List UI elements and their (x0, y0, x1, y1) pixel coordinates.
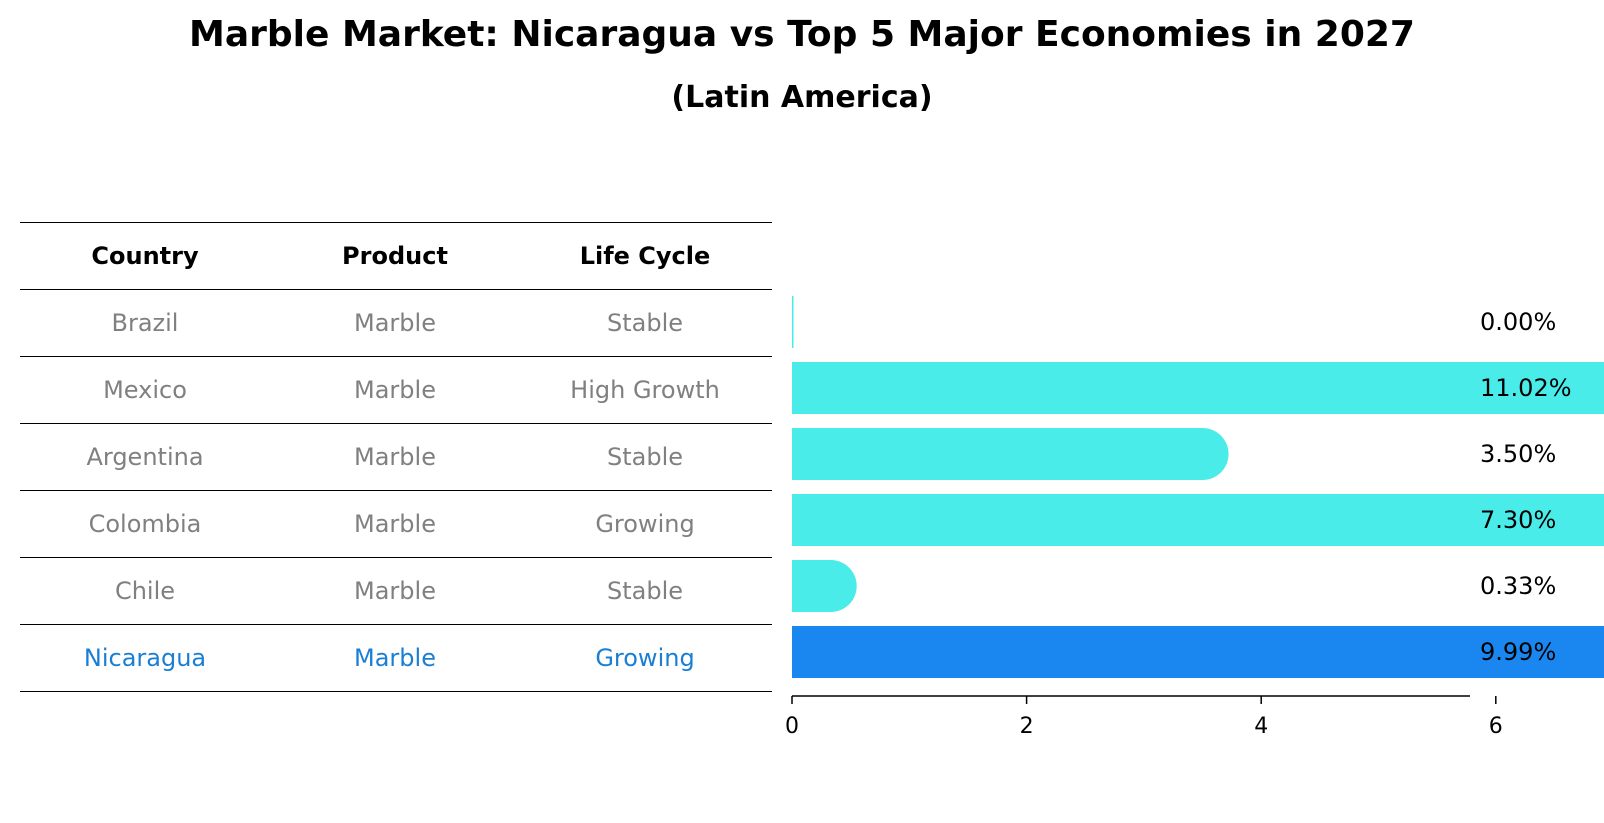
value-label: 11.02% (1480, 374, 1572, 402)
bar-nicaragua (792, 626, 1604, 678)
cell-life-cycle: Stable (606, 443, 684, 471)
table-row: Chile Marble Stable (20, 558, 772, 624)
cell-country: Argentina (86, 443, 204, 471)
cell-life-cycle: High Growth (570, 376, 720, 404)
x-tick-label: 0 (785, 714, 799, 739)
cell-product: Marble (354, 309, 436, 337)
data-table: Country Product Life Cycle Brazil Marble… (20, 222, 772, 692)
value-label: 9.99% (1480, 638, 1556, 666)
x-tick-label: 6 (1489, 714, 1503, 739)
x-tick-label: 4 (1254, 714, 1268, 739)
bar-argentina (792, 428, 1229, 480)
table-row: Colombia Marble Growing (20, 491, 772, 557)
bar-mexico (792, 362, 1604, 414)
cell-product: Marble (354, 510, 436, 538)
table-header-row: Country Product Life Cycle (20, 223, 772, 289)
table-rule (20, 624, 772, 625)
cell-country: Mexico (103, 376, 187, 404)
value-label: 7.30% (1480, 506, 1556, 534)
table-rule (20, 222, 772, 223)
table-rule (20, 289, 772, 290)
table-rule (20, 557, 772, 558)
cell-country: Chile (114, 577, 176, 605)
table-row: Argentina Marble Stable (20, 424, 772, 490)
cell-product: Marble (354, 443, 436, 471)
cell-product: Marble (354, 376, 436, 404)
header-country: Country (91, 242, 199, 270)
table-row: Brazil Marble Stable (20, 290, 772, 356)
value-label: 0.00% (1480, 308, 1556, 336)
cell-country: Brazil (111, 309, 179, 337)
cell-product: Marble (354, 644, 436, 672)
chart-title: Marble Market: Nicaragua vs Top 5 Major … (189, 14, 1415, 55)
bar-brazil (792, 296, 794, 348)
cell-life-cycle: Stable (606, 577, 684, 605)
table-rule (20, 490, 772, 491)
chart-subtitle: (Latin America) (671, 80, 933, 115)
cell-country: Colombia (88, 510, 202, 538)
table-rule (20, 423, 772, 424)
table-row-highlight: Nicaragua Marble Growing (20, 625, 772, 691)
cell-life-cycle: Stable (606, 309, 684, 337)
table-rule (20, 356, 772, 357)
cell-country: Nicaragua (83, 644, 207, 672)
bar-chile (792, 560, 857, 612)
cell-product: Marble (354, 577, 436, 605)
value-label: 3.50% (1480, 440, 1556, 468)
header-life-cycle: Life Cycle (579, 242, 711, 270)
value-label: 0.33% (1480, 572, 1556, 600)
header-product: Product (342, 242, 448, 270)
table-row: Mexico Marble High Growth (20, 357, 772, 423)
cell-life-cycle: Growing (595, 510, 695, 538)
cell-life-cycle: Growing (595, 644, 695, 672)
table-rule (20, 691, 772, 692)
bar-colombia (792, 494, 1604, 546)
x-tick-label: 2 (1020, 714, 1034, 739)
